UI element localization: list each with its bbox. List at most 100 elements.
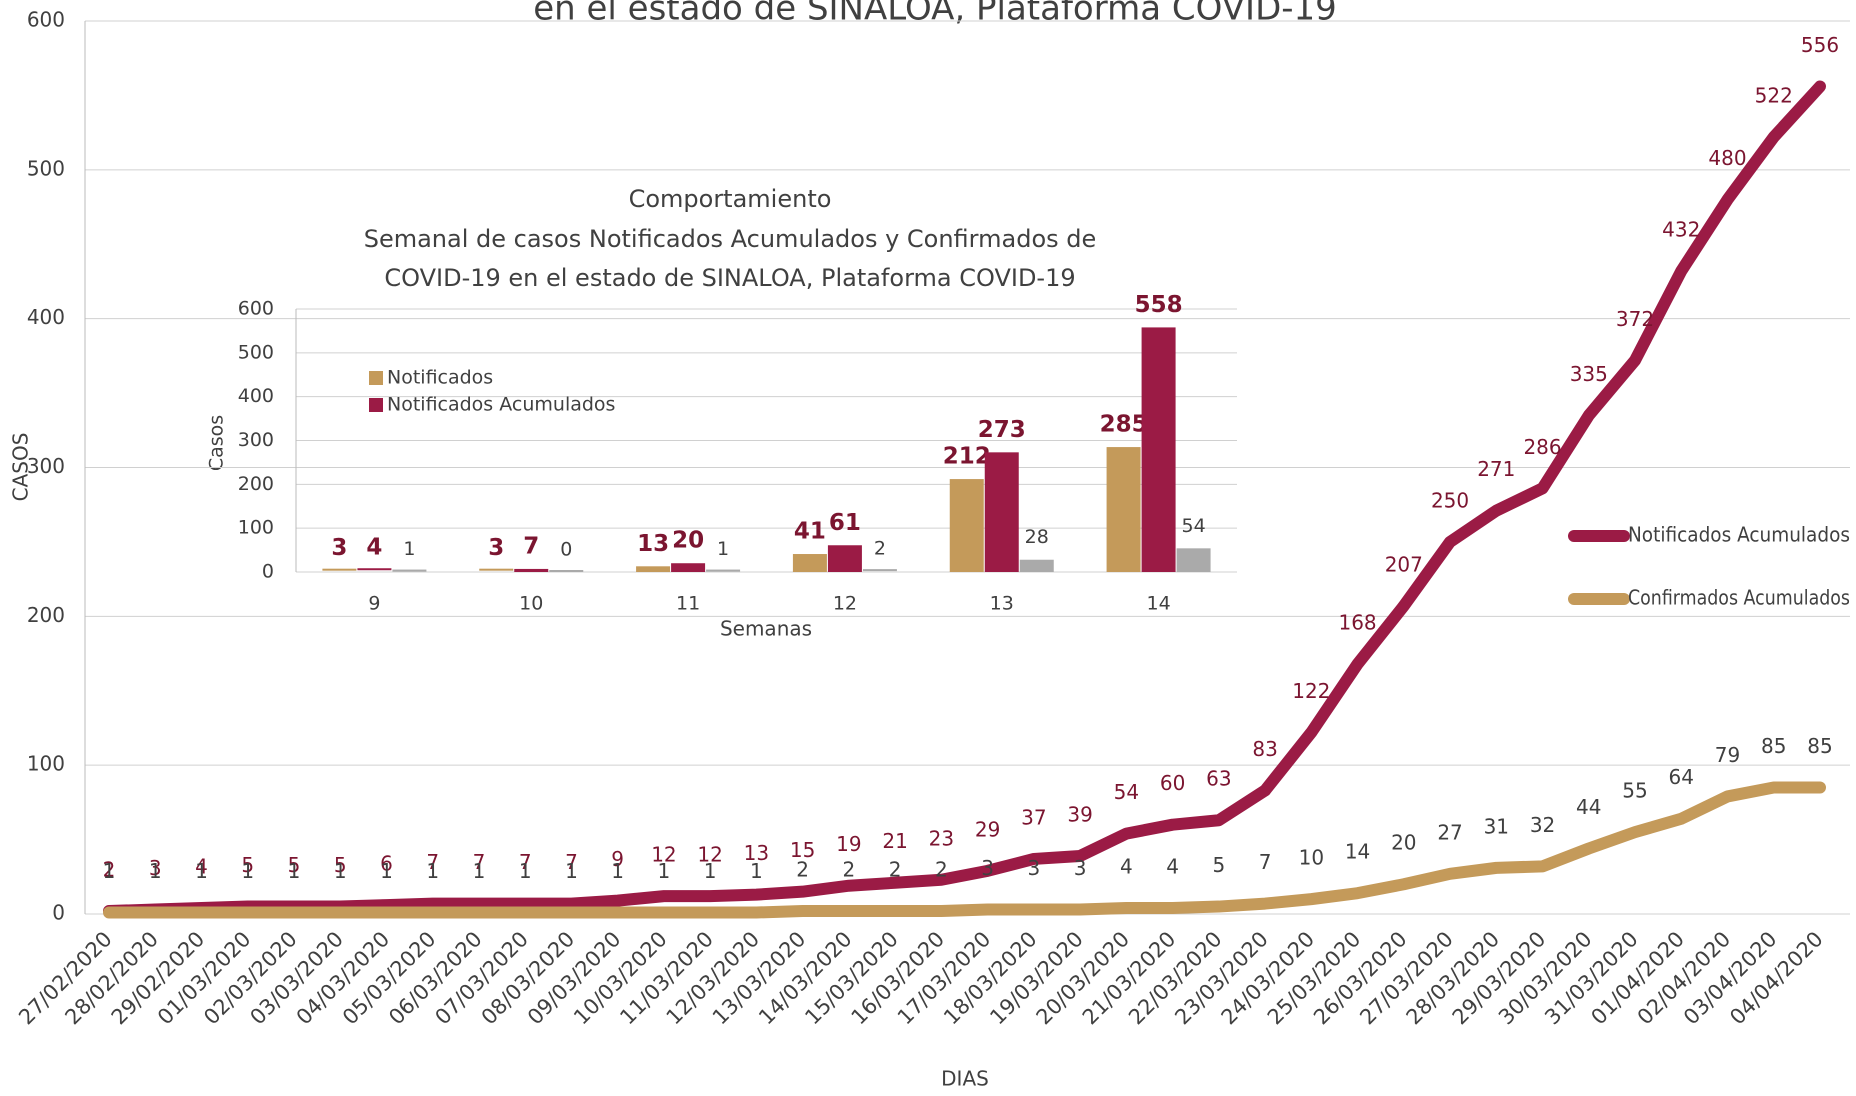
data-label: 5: [241, 853, 254, 877]
bar: [949, 479, 984, 572]
bar: [1106, 447, 1141, 572]
data-label: 6: [380, 852, 393, 876]
bar: [671, 563, 706, 572]
data-label: 32: [1530, 813, 1555, 837]
data-label: 7: [1259, 850, 1272, 874]
bar: [392, 569, 427, 572]
bar: [984, 452, 1019, 572]
y-tick-label: 100: [27, 752, 65, 776]
data-label: 7: [426, 850, 439, 874]
data-label: 1: [519, 859, 532, 883]
data-label: 13: [637, 531, 669, 557]
data-label: 1: [565, 859, 578, 883]
data-label: 2: [889, 858, 902, 882]
data-label: 286: [1523, 435, 1561, 459]
y-tick-label: 200: [27, 603, 65, 627]
data-label: 44: [1576, 795, 1601, 819]
x-tick-label: 13: [990, 593, 1014, 615]
data-label: 31: [1484, 814, 1509, 838]
data-label: 2: [935, 858, 948, 882]
data-label: 4: [1120, 855, 1133, 879]
bar: [827, 545, 862, 572]
data-label: 1: [195, 859, 208, 883]
y-tick-label: 0: [262, 561, 274, 583]
data-label: 1: [288, 859, 301, 883]
bar: [636, 566, 671, 572]
data-label: 19: [836, 832, 861, 856]
data-label: 41: [794, 519, 826, 545]
data-label: 7: [523, 533, 539, 559]
data-label: 27: [1437, 820, 1462, 844]
data-label: 21: [882, 829, 907, 853]
data-label: 20: [672, 528, 704, 554]
data-label: 10: [1299, 846, 1324, 870]
data-label: 28: [1025, 526, 1049, 548]
data-label: 122: [1292, 679, 1330, 703]
data-label: 61: [829, 510, 861, 536]
data-label: 12: [651, 843, 676, 867]
legend-label: Confirmados Acumulados: [1628, 586, 1850, 610]
bar: [514, 568, 549, 572]
data-label: 2: [796, 858, 809, 882]
x-tick-label: 14: [1146, 593, 1170, 615]
data-label: 212: [943, 444, 991, 470]
data-label: 12: [697, 843, 722, 867]
data-label: 14: [1345, 840, 1370, 864]
data-label: 1: [149, 859, 162, 883]
data-label: 3: [1074, 856, 1087, 880]
data-label: 85: [1807, 734, 1832, 758]
data-label: 558: [1135, 292, 1183, 318]
data-label: 54: [1181, 515, 1205, 537]
data-label: 2: [103, 858, 116, 882]
data-label: 1: [611, 859, 624, 883]
data-label: 1: [750, 859, 763, 883]
inset-title: COVID-19 en el estado de SINALOA, Plataf…: [384, 264, 1075, 292]
data-label: 285: [1100, 412, 1148, 438]
y-tick-label: 500: [238, 341, 274, 363]
y-tick-label: 100: [238, 517, 274, 539]
inset-title: Semanal de casos Notificados Acumulados …: [364, 225, 1097, 253]
data-label: 1: [334, 859, 347, 883]
data-label: 273: [978, 417, 1026, 443]
data-label: 29: [975, 817, 1000, 841]
inset-title: Comportamiento: [629, 185, 832, 213]
data-label: 37: [1021, 805, 1046, 829]
data-label: 480: [1708, 146, 1746, 170]
legend-swatch: [369, 371, 383, 385]
x-tick-label: 12: [833, 593, 857, 615]
legend-swatch: [369, 398, 383, 412]
data-label: 83: [1252, 737, 1277, 761]
data-label: 3: [1027, 856, 1040, 880]
y-tick-label: 400: [238, 385, 274, 407]
data-label: 250: [1431, 488, 1469, 512]
data-label: 271: [1477, 457, 1515, 481]
y-tick-label: 300: [238, 429, 274, 451]
data-label: 1: [704, 859, 717, 883]
y-tick-label: 200: [238, 473, 274, 495]
data-label: 1: [403, 538, 415, 560]
bar: [322, 568, 357, 571]
y-axis-label: CASOS: [9, 433, 33, 502]
data-label: 207: [1385, 552, 1423, 576]
data-label: 20: [1391, 831, 1416, 855]
bar: [706, 569, 741, 572]
data-label: 64: [1669, 765, 1694, 789]
series-line: [103, 80, 1826, 918]
data-label: 1: [473, 859, 486, 883]
data-label: 23: [929, 826, 954, 850]
data-label: 1: [658, 859, 671, 883]
data-label: 7: [473, 850, 486, 874]
x-tick-label: 10: [519, 593, 543, 615]
data-label: 7: [565, 850, 578, 874]
data-label: 5: [288, 853, 301, 877]
data-label: 9: [611, 847, 624, 871]
data-label: 1: [426, 859, 439, 883]
y-tick-label: 400: [27, 305, 65, 329]
data-label: 4: [1166, 855, 1179, 879]
legend-label: Notificados Acumulados: [1628, 523, 1850, 547]
inset-y-label: Casos: [206, 415, 228, 471]
x-tick-label: 11: [676, 593, 700, 615]
data-label: 15: [790, 838, 815, 862]
data-label: 2: [843, 858, 856, 882]
